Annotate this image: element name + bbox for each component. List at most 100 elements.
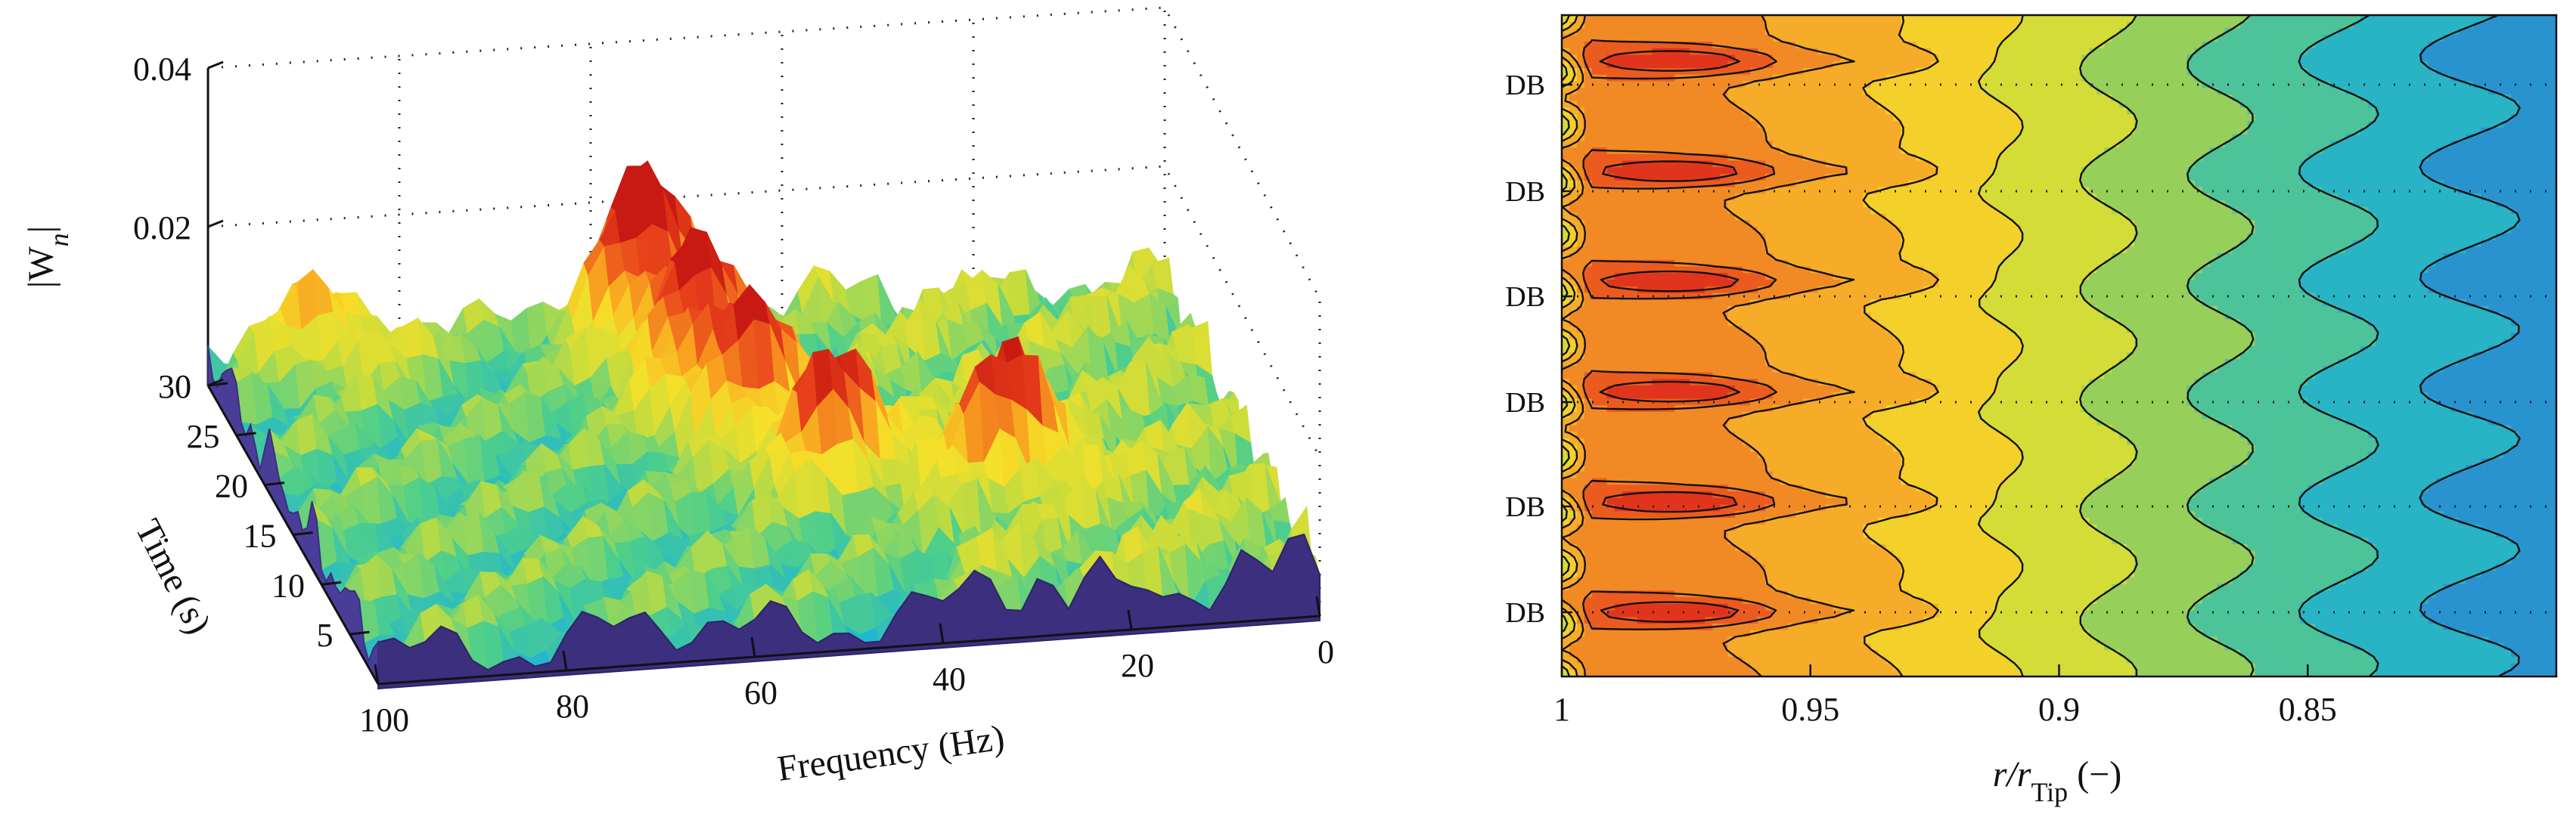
contour-cell [1600,108,1608,115]
contour-cell [1727,22,1736,29]
contour-cell [2119,75,2128,82]
contour-cell [1607,29,1615,36]
contour-cell [2496,61,2504,68]
contour-cell [2338,82,2346,88]
contour-cell [1735,22,1743,29]
contour-cell [2270,42,2278,48]
contour-cell [2127,82,2135,88]
contour-cell [2218,82,2226,88]
contour-cell [2541,68,2550,75]
contour-cell [2330,35,2339,42]
contour-cell [2037,128,2045,135]
contour-cell [2096,114,2105,121]
contour-cell [2421,101,2429,108]
contour-cell [1653,128,1661,135]
contour-cell [2022,55,2030,62]
contour-cell [2292,135,2301,141]
contour-cell [2496,108,2504,115]
contour-cell [2323,75,2331,82]
contour-cell [2330,48,2339,55]
contour-cell [2519,88,2527,94]
contour-cell [2218,128,2226,135]
contour-cell [2210,55,2218,62]
contour-cell [2165,55,2173,62]
contour-cell [1607,154,1615,161]
contour-cell [2119,121,2128,128]
contour-cell [1976,135,1985,141]
contour-cell [2066,68,2075,75]
contour-cell [2180,121,2188,128]
contour-cell [1765,147,1774,154]
contour-cell [2104,48,2112,55]
contour-cell [1833,147,1842,154]
contour-cell [2413,141,2422,147]
contour-cell [1720,114,1728,121]
contour-cell [2413,75,2422,82]
contour-cell [1923,114,1932,121]
contour-cell [1901,141,1909,147]
contour-cell [1592,88,1600,94]
contour-cell [2165,135,2173,141]
contour-cell [2496,114,2504,121]
contour-cell [1660,94,1668,101]
contour-cell [2406,147,2414,154]
contour-cell [2277,128,2286,135]
contour-cell [1878,29,1886,36]
contour-cell [2345,114,2354,121]
contour-cell [2466,108,2474,115]
contour-cell [2473,61,2481,68]
contour-cell [1999,94,2007,101]
contour-cell [2488,22,2497,29]
contour-cell [1637,108,1646,115]
contour-cell [2187,141,2196,147]
contour-cell [2451,121,2460,128]
contour-cell [1863,35,1871,42]
contour-cell [1969,42,1977,48]
contour-cell [2503,15,2512,22]
contour-cell [2165,141,2173,147]
contour-cell [1931,22,1939,29]
contour-cell [1592,114,1600,121]
contour-cell [2338,55,2346,62]
contour-cell [2037,61,2045,68]
contour-cell [1878,147,1886,154]
contour-cell [1931,68,1939,75]
contour-cell [2360,114,2369,121]
contour-cell [1863,147,1871,154]
contour-cell [1923,108,1932,115]
contour-cell [2104,82,2112,88]
contour-cell [2248,135,2256,141]
contour-cell [1750,94,1758,101]
contour-cell [1961,141,1969,147]
contour-cell [1600,101,1608,108]
contour-cell [2323,42,2331,48]
contour-cell [2112,82,2120,88]
contour-cell [2142,15,2150,22]
contour-cell [2473,15,2481,22]
contour-cell [1592,42,1600,48]
contour-cell [2398,68,2407,75]
contour-cell [1712,101,1721,108]
contour-cell [2096,141,2105,147]
contour-cell [2488,114,2497,121]
contour-cell [1811,55,1819,62]
contour-cell [1931,108,1939,115]
contour-cell [1750,61,1758,68]
contour-cell [2323,29,2331,36]
contour-cell [2466,55,2474,62]
contour-cell [1615,128,1623,135]
contour-cell [1893,82,1901,88]
contour-cell [1674,108,1683,115]
contour-cell [2037,135,2045,141]
contour-cell [2074,94,2082,101]
contour-cell [2240,135,2249,141]
contour-cell [1780,22,1789,29]
contour-cell [1961,108,1969,115]
contour-cell [1750,88,1758,94]
contour-cell [1848,141,1857,147]
contour-cell [1841,82,1849,88]
contour-cell [1773,48,1781,55]
contour-cell [2353,42,2361,48]
contour-cell [1600,154,1608,161]
contour-cell [2134,42,2143,48]
